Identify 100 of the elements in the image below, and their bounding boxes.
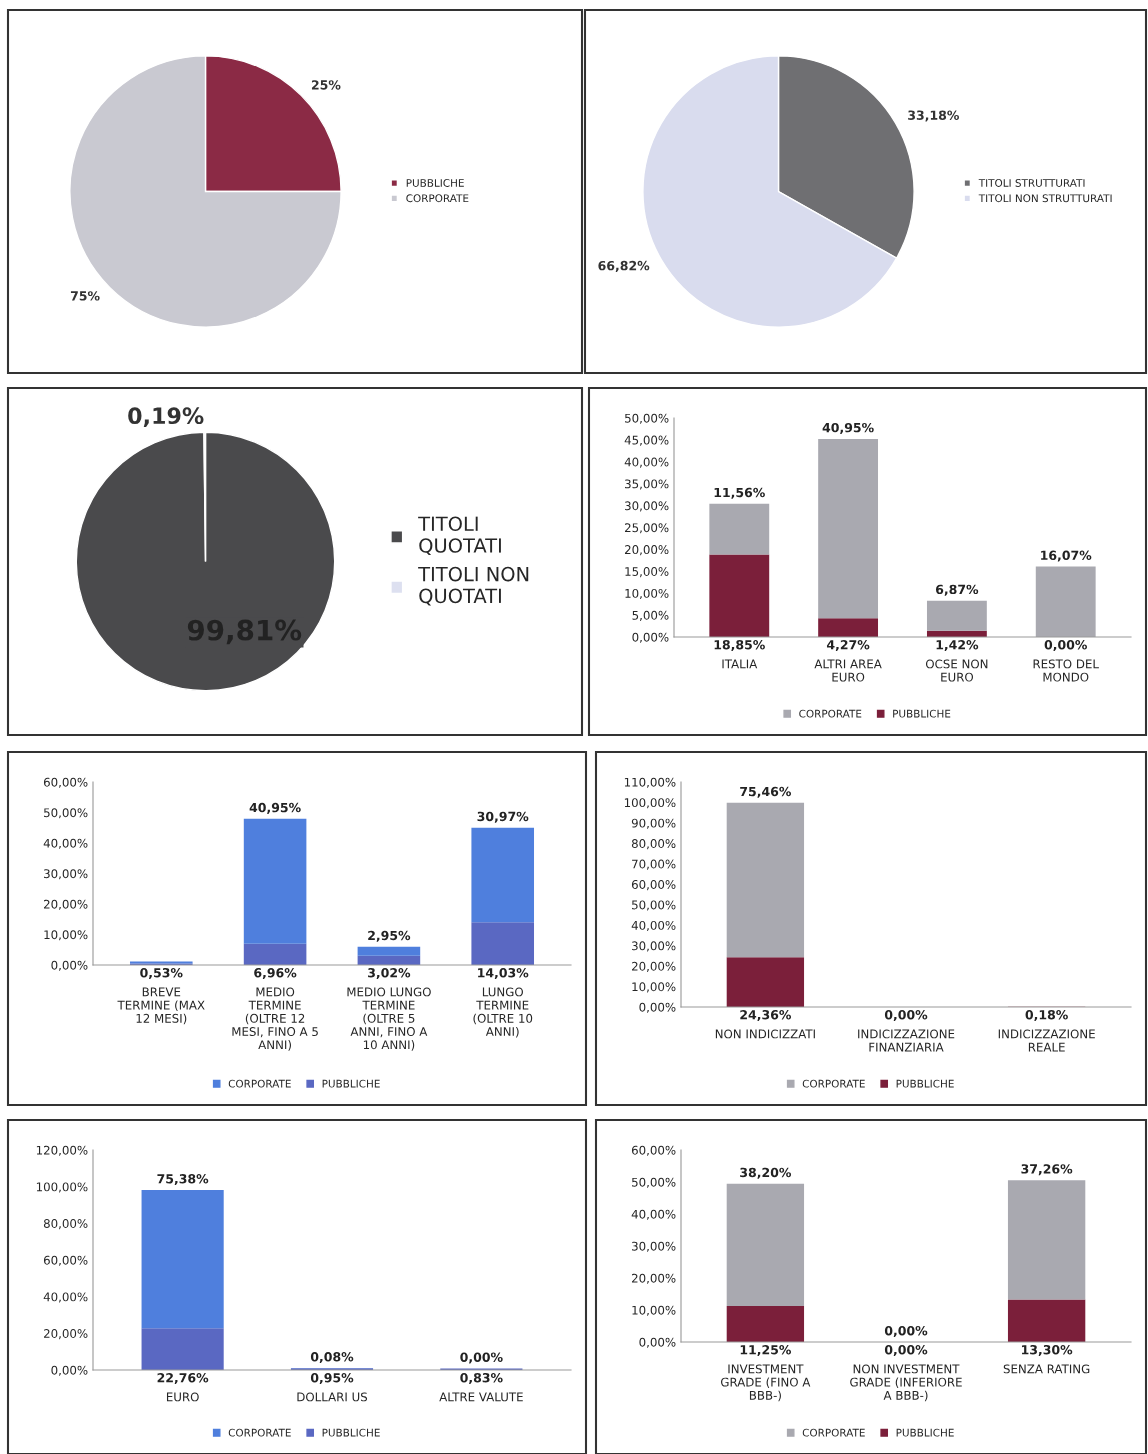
y-tick-label: 0,00% bbox=[632, 632, 669, 643]
x-tick-label: DOLLARI US bbox=[297, 1392, 368, 1402]
legend-label: TITOLI QUOTATI bbox=[418, 516, 501, 556]
y-tick-label: 10,00% bbox=[632, 1305, 676, 1316]
data-label: 25% bbox=[311, 80, 341, 90]
data-label: 6,87% bbox=[936, 584, 979, 596]
y-tick-label: 20,00% bbox=[43, 1329, 88, 1340]
data-label: 75,46% bbox=[740, 786, 792, 798]
y-tick-label: 0,00% bbox=[51, 1365, 88, 1376]
y-tick-label: 100,00% bbox=[36, 1182, 88, 1193]
x-tick-label: OCSE NON EURO bbox=[925, 659, 988, 682]
data-label: 0,19% bbox=[128, 407, 204, 427]
x-tick-label: ALTRI AREA EURO bbox=[814, 659, 882, 682]
legend-label: PUBBLICHE bbox=[406, 179, 464, 187]
y-tick-label: 60,00% bbox=[43, 1255, 88, 1266]
data-label: 75% bbox=[70, 291, 100, 301]
data-label: 0,00% bbox=[460, 1352, 503, 1364]
data-label: 11,25% bbox=[740, 1345, 792, 1357]
legend-label: PUBBLICHE bbox=[893, 709, 951, 718]
y-tick-label: 45,00% bbox=[624, 435, 669, 446]
data-label: 0,00% bbox=[884, 1325, 928, 1338]
y-tick-label: 40,00% bbox=[43, 1292, 88, 1303]
x-tick-label: INDICIZZAZIONE REALE bbox=[998, 1029, 1095, 1052]
data-label: 22,76% bbox=[157, 1373, 209, 1385]
data-label: 0,00% bbox=[884, 1345, 928, 1357]
x-tick-label: INVESTMENT GRADE (FINO A BBB-) bbox=[720, 1364, 811, 1402]
legend-label: TITOLI STRUTTURATI bbox=[978, 179, 1085, 187]
y-tick-label: 120,00% bbox=[36, 1145, 88, 1156]
data-label: 40,95% bbox=[249, 802, 301, 814]
y-tick-label: 35,00% bbox=[625, 479, 669, 490]
y-tick-label: 30,00% bbox=[625, 501, 669, 512]
y-tick-label: 50,00% bbox=[625, 413, 669, 424]
y-tick-label: 20,00% bbox=[624, 545, 669, 556]
legend-label: CORPORATE bbox=[228, 1428, 291, 1437]
y-tick-label: 50,00% bbox=[632, 1177, 676, 1188]
data-label: 24,36% bbox=[740, 1010, 792, 1022]
data-label: 18,85% bbox=[714, 640, 765, 652]
y-tick-label: 20,00% bbox=[631, 961, 676, 972]
y-tick-label: 10,00% bbox=[625, 588, 669, 600]
legend-label: PUBBLICHE bbox=[322, 1428, 380, 1437]
data-label: 4,27% bbox=[826, 640, 870, 652]
data-label: 38,20% bbox=[740, 1167, 792, 1179]
y-tick-label: 60,00% bbox=[43, 777, 88, 788]
x-tick-label: LUNGO TERMINE (OLTRE 10 ANNI) bbox=[473, 987, 533, 1038]
data-label: 0,95% bbox=[310, 1373, 354, 1385]
x-tick-label: NON INVESTMENT GRADE (INFERIORE A BBB-) bbox=[850, 1364, 962, 1402]
data-label: 14,03% bbox=[478, 968, 529, 980]
y-tick-label: 15,00% bbox=[625, 567, 669, 578]
x-tick-label: ITALIA bbox=[722, 659, 758, 669]
x-tick-label: ALTRE VALUTE bbox=[439, 1392, 523, 1402]
legend-label: TITOLI NON STRUTTURATI bbox=[978, 194, 1112, 203]
data-label: 75,38% bbox=[157, 1174, 209, 1186]
legend-label: PUBBLICHE bbox=[322, 1079, 380, 1088]
data-label: 11,56% bbox=[714, 487, 765, 499]
y-tick-label: 90,00% bbox=[631, 818, 676, 829]
y-tick-label: 60,00% bbox=[631, 1145, 676, 1156]
x-tick-label: NON INDICIZZATI bbox=[715, 1029, 815, 1039]
y-tick-label: 0,00% bbox=[639, 1337, 676, 1348]
data-label: 0,53% bbox=[140, 968, 183, 980]
data-label: 1,42% bbox=[936, 640, 979, 652]
x-tick-label: EURO bbox=[166, 1392, 199, 1402]
data-label: 0,00% bbox=[884, 1010, 928, 1022]
data-label: 3,02% bbox=[368, 968, 411, 980]
y-tick-label: 80,00% bbox=[43, 1219, 88, 1230]
legend-label: CORPORATE bbox=[799, 709, 862, 718]
data-label: 6,96% bbox=[254, 968, 297, 980]
y-tick-label: 25,00% bbox=[624, 523, 669, 534]
data-label: 0,83% bbox=[460, 1373, 503, 1385]
y-tick-label: 50,00% bbox=[632, 900, 676, 911]
data-label: 2,95% bbox=[368, 930, 411, 942]
y-tick-label: 40,00% bbox=[624, 457, 669, 468]
data-label: 13,30% bbox=[1022, 1345, 1073, 1357]
y-tick-label: 40,00% bbox=[631, 1209, 676, 1220]
y-tick-label: 0,00% bbox=[51, 960, 88, 971]
x-tick-label: MEDIO LUNGO TERMINE (OLTRE 5 ANNI, FINO A 10 ANNI) bbox=[347, 987, 431, 1051]
data-label: 66,82% bbox=[598, 260, 650, 272]
data-label: 30,97% bbox=[477, 811, 529, 823]
y-tick-label: 20,00% bbox=[43, 899, 88, 910]
data-label: 37,26% bbox=[1021, 1164, 1073, 1176]
data-label: 16,07% bbox=[1041, 550, 1092, 562]
data-label: 0,18% bbox=[1025, 1010, 1068, 1022]
y-tick-label: 30,00% bbox=[632, 941, 676, 952]
data-label: 0,00% bbox=[1044, 640, 1087, 652]
legend-label: CORPORATE bbox=[802, 1428, 865, 1437]
y-tick-label: 10,00% bbox=[44, 930, 88, 941]
y-tick-label: 100,00% bbox=[624, 798, 676, 809]
legend-label: PUBBLICHE bbox=[896, 1079, 954, 1088]
data-label: 0,08% bbox=[310, 1352, 354, 1364]
legend-label: CORPORATE bbox=[802, 1079, 865, 1088]
y-tick-label: 0,00% bbox=[639, 1002, 676, 1013]
y-tick-label: 80,00% bbox=[631, 839, 676, 850]
x-tick-label: INDICIZZAZIONE FINANZIARIA bbox=[858, 1029, 955, 1052]
y-tick-label: 30,00% bbox=[632, 1241, 676, 1252]
legend-label: CORPORATE bbox=[406, 194, 469, 203]
x-tick-label: RESTO DEL MONDO bbox=[1033, 659, 1099, 682]
y-tick-label: 50,00% bbox=[44, 808, 88, 819]
y-tick-label: 110,00% bbox=[624, 777, 676, 788]
y-tick-label: 5,00% bbox=[632, 610, 669, 621]
y-tick-label: 30,00% bbox=[44, 869, 88, 880]
y-tick-label: 70,00% bbox=[632, 859, 676, 870]
